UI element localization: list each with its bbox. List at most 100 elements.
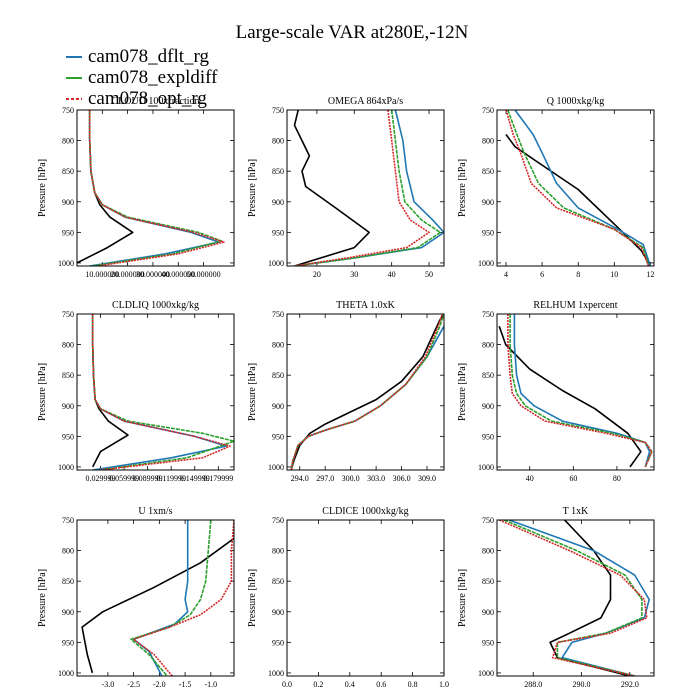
y-axis-label: Pressure [hPa] xyxy=(247,159,258,217)
y-axis-label: Pressure [hPa] xyxy=(247,569,258,627)
series-line-dflt xyxy=(508,520,650,676)
y-axis-label: Pressure [hPa] xyxy=(457,569,468,627)
x-tick-label: 0.8 xyxy=(408,680,418,689)
y-tick-label: 750 xyxy=(62,310,74,319)
panel-title: CLDLIQ 1000xkg/kg xyxy=(112,300,199,311)
x-tick-label: 80 xyxy=(613,474,621,483)
y-tick-label: 1000 xyxy=(268,259,284,268)
panel-frame xyxy=(76,519,235,677)
x-tick-label: 306.0 xyxy=(393,474,411,483)
y-tick-label: 950 xyxy=(272,638,284,647)
legend-label-1: cam078_expldiff xyxy=(88,67,218,88)
panel-3: CLDLIQ 1000xkg/kg Pressure [hPa] 750 800 850… xyxy=(37,300,235,483)
x-tick-label: 290.0 xyxy=(573,680,591,689)
series-line-expl xyxy=(294,110,442,266)
series-line-obs xyxy=(293,110,370,266)
x-tick-label: 0.089999 xyxy=(133,474,163,483)
y-tick-label: 1000 xyxy=(58,259,74,268)
y-axis-label: Pressure [hPa] xyxy=(457,363,468,421)
panel-6: U 1xm/s Pressure [hPa] 750 800 850 900 950 1000… xyxy=(37,506,235,689)
y-tick-label: 750 xyxy=(272,310,284,319)
y-axis-label: Pressure [hPa] xyxy=(247,363,258,421)
figure-title: Large-scale VAR at280E,-12N xyxy=(236,22,469,43)
series-line-obs xyxy=(498,325,642,468)
panel-4: THETA 1.0xK Pressure [hPa] 750 800 850 900 950… xyxy=(247,300,445,483)
x-tick-label: 40 xyxy=(526,474,534,483)
series-line-obs xyxy=(505,134,652,266)
y-tick-label: 950 xyxy=(482,638,494,647)
x-tick-label: 0.179999 xyxy=(203,474,233,483)
series-line-dflt xyxy=(513,314,651,468)
y-tick-label: 1000 xyxy=(268,463,284,472)
y-axis-label: Pressure [hPa] xyxy=(37,363,48,421)
y-tick-label: 950 xyxy=(482,228,494,237)
y-tick-label: 850 xyxy=(272,371,284,380)
panel-frame xyxy=(76,313,235,471)
x-tick-label: 20.000000 xyxy=(111,270,145,279)
y-tick-label: 900 xyxy=(272,608,284,617)
y-tick-label: 950 xyxy=(272,432,284,441)
y-tick-label: 1000 xyxy=(478,259,494,268)
panel-title: Q 1000xkg/kg xyxy=(547,96,605,107)
y-tick-label: 850 xyxy=(272,167,284,176)
y-tick-label: 750 xyxy=(482,516,494,525)
x-tick-label: 309.0 xyxy=(418,474,436,483)
series-line-opt xyxy=(91,314,231,470)
panel-5: RELHUM 1xpercent Pressure [hPa] 750 800 850 9… xyxy=(457,300,655,483)
series-line-dflt xyxy=(290,323,444,470)
panel-title: OMEGA 864xPa/s xyxy=(328,96,403,107)
series-line-expl xyxy=(507,110,650,266)
y-tick-label: 900 xyxy=(62,402,74,411)
x-tick-label: 8 xyxy=(576,270,580,279)
series-line-dflt xyxy=(132,520,189,676)
x-tick-label: -1.0 xyxy=(205,680,218,689)
x-tick-label: -2.5 xyxy=(127,680,140,689)
x-tick-label: -2.0 xyxy=(153,680,166,689)
x-tick-label: 294.0 xyxy=(291,474,309,483)
x-tick-label: 303.0 xyxy=(367,474,385,483)
y-tick-label: 900 xyxy=(62,198,74,207)
panel-frame xyxy=(496,313,655,471)
y-tick-label: 1000 xyxy=(478,463,494,472)
y-tick-label: 950 xyxy=(272,228,284,237)
panel-8: T 1xK Pressure [hPa] 750 800 850 900 950 1000 28… xyxy=(457,506,655,689)
x-tick-label: 288.0 xyxy=(524,680,542,689)
panel-frame xyxy=(286,109,445,267)
panel-2: Q 1000xkg/kg Pressure [hPa] 750 800 850 900 95… xyxy=(457,96,655,279)
y-tick-label: 900 xyxy=(482,198,494,207)
panel-1: OMEGA 864xPa/s Pressure [hPa] 750 800 850 900… xyxy=(247,96,445,279)
series-line-obs xyxy=(77,110,134,264)
x-tick-label: 10.000000 xyxy=(85,270,119,279)
y-tick-label: 1000 xyxy=(268,669,284,678)
legend-label-0: cam078_dflt_rg xyxy=(88,46,210,67)
x-tick-label: 0.029999 xyxy=(86,474,116,483)
series-line-dflt xyxy=(88,110,220,266)
x-tick-label: 0.149999 xyxy=(180,474,210,483)
series-line-dflt xyxy=(294,110,444,266)
x-tick-label: 300.0 xyxy=(342,474,360,483)
y-tick-label: 750 xyxy=(62,516,74,525)
panel-title: CLDICE 1000xkg/kg xyxy=(322,506,408,517)
series-line-expl xyxy=(509,314,653,468)
y-tick-label: 800 xyxy=(482,341,494,350)
x-tick-label: 292.0 xyxy=(621,680,639,689)
series-line-expl xyxy=(503,520,643,676)
x-tick-label: 40 xyxy=(388,270,396,279)
series-line-obs xyxy=(81,537,234,674)
y-axis-label: Pressure [hPa] xyxy=(37,159,48,217)
y-tick-label: 850 xyxy=(62,371,74,380)
panel-frame xyxy=(496,519,655,677)
y-axis-label: Pressure [hPa] xyxy=(457,159,468,217)
series-line-opt xyxy=(88,110,225,266)
y-tick-label: 750 xyxy=(482,310,494,319)
x-tick-label: 30 xyxy=(350,270,358,279)
x-tick-label: 50 xyxy=(425,270,433,279)
series-line-opt xyxy=(290,314,444,470)
panel-frame xyxy=(496,109,655,267)
x-tick-label: 30.000000 xyxy=(136,270,170,279)
series-line-expl xyxy=(88,110,223,266)
y-tick-label: 800 xyxy=(272,341,284,350)
y-tick-label: 900 xyxy=(272,198,284,207)
y-tick-label: 850 xyxy=(482,167,494,176)
x-tick-label: 40.000000 xyxy=(161,270,195,279)
